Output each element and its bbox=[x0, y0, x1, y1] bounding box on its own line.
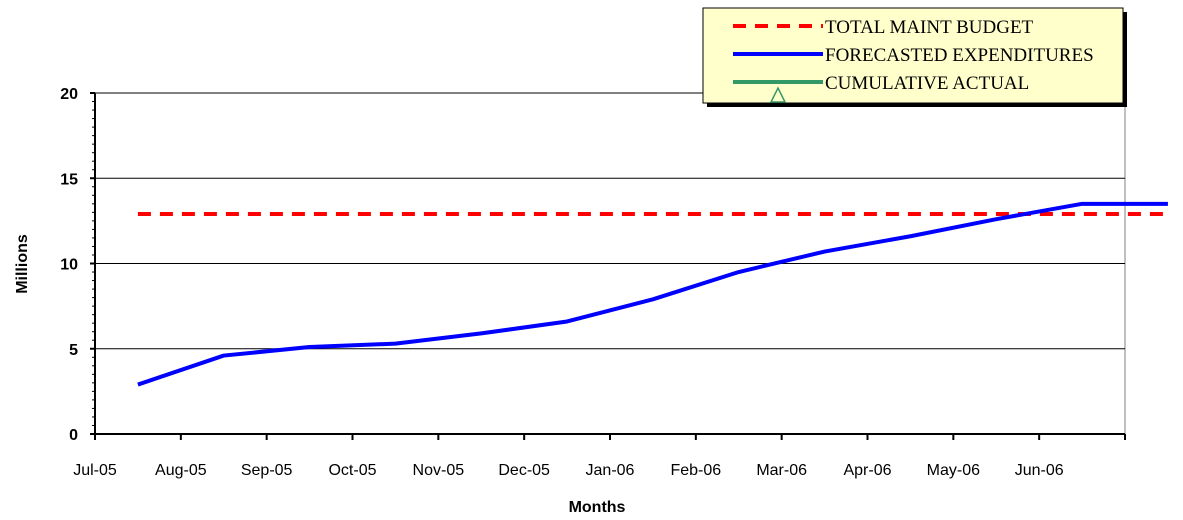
gridlines bbox=[95, 92, 1125, 350]
x-tick-label: Oct-05 bbox=[328, 462, 376, 479]
x-tick-label: Dec-05 bbox=[498, 462, 550, 479]
axis-labels: 0 5 10 15 20 Jul-05 Aug-05 Sep-05 Oct-05 Nov-05 De… bbox=[60, 86, 1064, 479]
y-tick-label: 20 bbox=[60, 86, 78, 103]
x-tick-label: Jun-06 bbox=[1015, 462, 1064, 479]
x-tick-label: Nov-05 bbox=[413, 462, 465, 479]
series-layer bbox=[137, 201, 1169, 387]
x-tick-label: Sep-05 bbox=[241, 462, 293, 479]
y-tick-label: 15 bbox=[60, 171, 78, 188]
y-tick-label: 10 bbox=[60, 257, 78, 274]
x-tick-label: Apr-06 bbox=[843, 462, 891, 479]
x-tick-label: Jul-05 bbox=[73, 462, 117, 479]
y-tick-label: 5 bbox=[69, 342, 78, 359]
legend-label: CUMULATIVE ACTUAL bbox=[825, 73, 1029, 94]
x-tick-label: Jan-06 bbox=[586, 462, 635, 479]
x-tick-label: Aug-05 bbox=[155, 462, 207, 479]
legend: TOTAL MAINT BUDGET FORECASTED EXPENDITURE… bbox=[702, 7, 1127, 107]
x-tick-label: Feb-06 bbox=[670, 462, 721, 479]
legend-label: TOTAL MAINT BUDGET bbox=[825, 17, 1034, 38]
axes bbox=[90, 92, 1126, 440]
x-tick-label: Mar-06 bbox=[756, 462, 807, 479]
triangle-marker-icon bbox=[769, 86, 787, 103]
x-tick-label: May-06 bbox=[927, 462, 980, 479]
x-axis-title: Months bbox=[569, 499, 626, 516]
y-axis-title: Millions bbox=[14, 234, 31, 294]
y-tick-label: 0 bbox=[69, 427, 78, 444]
legend-label: FORECASTED EXPENDITURES bbox=[825, 45, 1094, 66]
